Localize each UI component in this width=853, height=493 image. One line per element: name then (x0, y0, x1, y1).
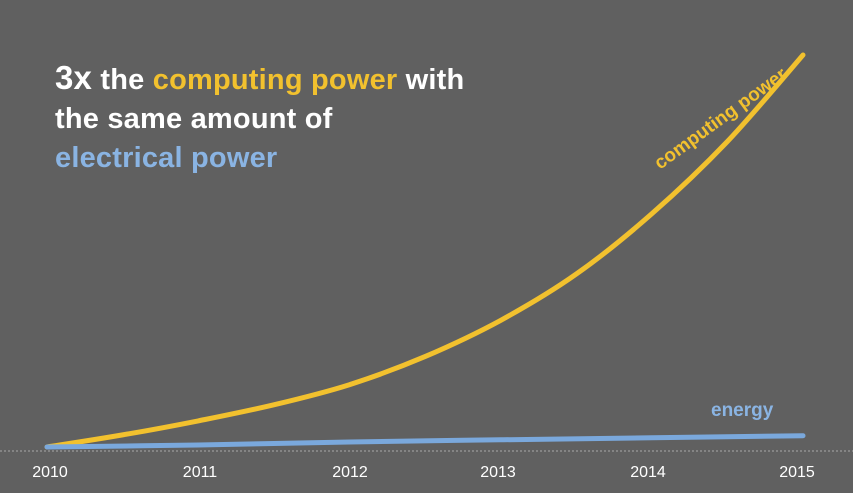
x-tick-label-2011: 2011 (183, 464, 218, 481)
headline-computing-highlight: computing power (152, 64, 398, 96)
headline-text-a: the (92, 64, 153, 96)
headline-multiplier: 3x (55, 59, 93, 96)
computing-power-series-label: computing power (651, 64, 792, 174)
series-lines (44, 52, 806, 450)
headline-electrical-highlight: electrical power (55, 142, 278, 174)
x-tick-label-2014: 2014 (630, 464, 666, 481)
x-tick-label-2015: 2015 (779, 464, 815, 481)
x-tick-label-2010: 2010 (32, 464, 68, 481)
computing-power-line (44, 52, 806, 450)
energy-line (44, 433, 806, 450)
headline-line-2: the same amount of (55, 103, 333, 135)
energy-series-label: energy (711, 400, 774, 421)
series-labels: computing power energy (651, 64, 792, 421)
headline-line-1: 3x the computing power with (55, 58, 464, 100)
headline-text-b: with (397, 64, 465, 96)
x-tick-label-2012: 2012 (332, 464, 368, 481)
x-tick-label-2013: 2013 (480, 464, 516, 481)
x-axis-ticks: 2010 2011 2012 2013 2014 2015 (32, 464, 815, 481)
chart-headline: 3x the computing power with the same amo… (55, 58, 464, 178)
